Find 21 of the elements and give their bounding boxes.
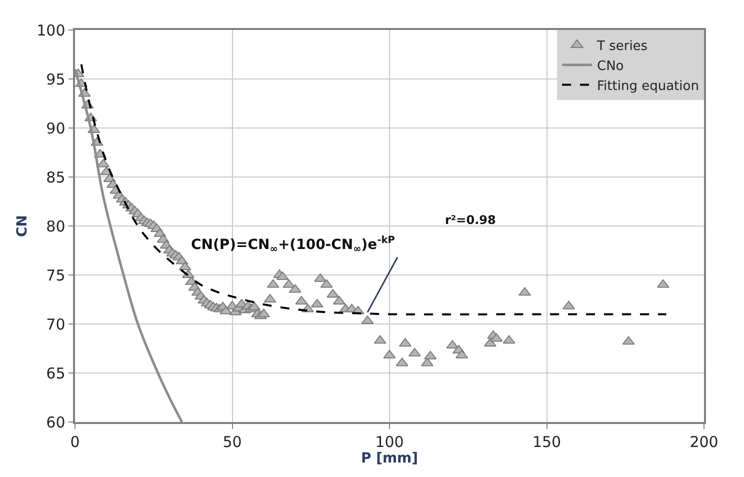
annotation: CN(P)=CN$_{∞}$+(100-CN$_{∞}$)e$^{-kP}$	[191, 235, 395, 255]
y-tick-label: 95	[46, 70, 66, 88]
y-tick-label: 100	[36, 21, 66, 40]
x-tick-label: 0	[70, 432, 80, 451]
x-tick-label: 150	[532, 432, 562, 451]
y-axis-title: CN	[14, 215, 31, 237]
y-tick-label: 90	[46, 119, 66, 138]
x-tick-label: 100	[375, 432, 404, 451]
y-tick-label: 70	[46, 315, 66, 334]
x-tick-label: 200	[690, 432, 718, 451]
legend-label: T series	[596, 39, 648, 54]
annotation: r²=0.98	[445, 213, 496, 227]
y-tick-label: 60	[46, 413, 66, 432]
y-tick-label: 85	[46, 168, 66, 186]
legend-label: CNo	[597, 58, 624, 74]
x-tick-label: 50	[222, 432, 242, 451]
y-tick-label: 75	[46, 266, 66, 284]
legend-label: Fitting equation	[597, 78, 699, 94]
y-tick-label: 65	[46, 364, 66, 382]
y-tick-label: 80	[46, 217, 66, 236]
x-axis-title: P [mm]	[360, 450, 418, 467]
